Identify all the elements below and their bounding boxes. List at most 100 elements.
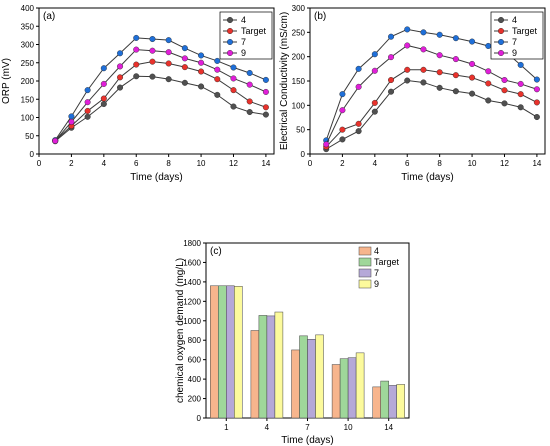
data-point-target [262,104,269,111]
y-axis-title: chemical oxygen demand (mg/L) [175,258,186,403]
data-point-7 [149,36,156,43]
data-point-7 [198,52,205,59]
panel-label: (c) [210,246,222,257]
data-point-7 [404,26,411,33]
legend-swatch [358,257,372,267]
data-point-target [501,87,508,94]
data-point-4 [117,84,124,91]
data-point-target [230,87,237,94]
data-point-7 [436,31,443,38]
bar-9-day-7 [315,334,324,419]
bar-9-day-1 [234,286,243,419]
y-tick-label: 200 [188,395,202,404]
y-tick-label: 200 [292,53,306,62]
data-point-9 [404,42,411,49]
data-point-7 [420,29,427,36]
data-point-7 [181,45,188,52]
y-tick-label: 400 [188,375,202,384]
data-point-7 [84,87,91,94]
legend-swatch [358,279,372,289]
y-tick-label: 100 [292,101,306,110]
data-point-4 [355,128,362,135]
y-tick-label: 300 [21,41,35,50]
data-point-4 [533,114,540,121]
y-tick-label: 350 [21,22,35,31]
data-point-4 [517,104,524,111]
data-point-target [452,72,459,79]
data-point-9 [323,141,330,148]
data-point-7 [371,51,378,58]
data-point-9 [165,49,172,56]
data-point-9 [133,46,140,53]
y-tick-label: 0 [301,150,306,159]
data-point-7 [165,37,172,44]
x-axis-title: Time (days) [130,172,182,183]
y-tick-label: 400 [21,4,35,13]
data-point-target [214,76,221,83]
data-point-7 [355,65,362,72]
data-point-target [339,126,346,133]
data-point-9 [339,107,346,114]
bar-7-day-14 [388,385,397,419]
data-point-4 [84,113,91,120]
data-point-9 [52,137,59,144]
legend-label: Target [374,257,400,267]
y-tick-label: 150 [292,77,306,86]
data-point-4 [485,97,492,104]
x-tick-label: 6 [134,159,139,168]
x-tick-label: 14 [532,159,541,168]
bar-7-day-4 [266,315,276,419]
legend-label: 4 [374,246,379,256]
data-point-7 [100,65,107,72]
x-tick-label: 8 [166,159,171,168]
data-point-target [469,74,476,81]
data-point-target [517,91,524,98]
data-point-target [371,99,378,106]
x-tick-label: 0 [37,159,42,168]
x-axis-title: Time (days) [401,172,453,183]
legend-label: 9 [512,48,517,58]
y-tick-label: 250 [292,28,306,37]
data-point-target [165,60,172,67]
x-tick-label: 14 [261,159,270,168]
data-point-9 [436,52,443,59]
data-point-target [133,61,140,68]
x-tick-label: 8 [437,159,442,168]
data-point-4 [214,91,221,98]
bar-9-day-10 [355,352,365,419]
legend-marker [226,17,233,24]
data-point-4 [452,88,459,95]
data-point-4 [165,76,172,83]
data-point-4 [149,73,156,80]
data-point-9 [452,56,459,63]
data-point-9 [501,77,508,84]
data-point-7 [262,76,269,83]
y-tick-label: 0 [197,414,202,423]
data-point-4 [339,136,346,143]
x-tick-label: 12 [500,159,509,168]
data-point-9 [84,99,91,106]
data-point-9 [262,88,269,95]
panel-b-conductivity-chart: 0 2 4 6 8 10 12 14 0 50 100 150 200 250 300 Time (days)… [279,4,546,183]
x-tick-label: 2 [340,159,345,168]
bar-4-day-7 [291,349,300,419]
data-point-9 [181,55,188,62]
legend-marker [498,50,505,57]
data-point-9 [246,81,253,88]
data-point-7 [469,38,476,45]
y-tick-label: 600 [188,356,202,365]
legend-marker [498,17,505,24]
legend-marker [226,39,233,46]
bar-9-day-4 [274,311,284,419]
y-axis-title: ORP (mV) [1,58,12,104]
data-point-target [117,74,124,81]
data-point-9 [117,63,124,70]
data-point-target [181,64,188,71]
series-line-4 [54,75,266,142]
legend-swatch [358,246,372,256]
data-point-4 [420,79,427,86]
panel-a-orp-chart: 0 2 4 6 8 10 12 14 0 50 100 150 200 250 300 350 400 Time … [1,4,275,183]
x-tick-label: 10 [344,423,353,432]
bar-target-day-10 [339,358,349,419]
